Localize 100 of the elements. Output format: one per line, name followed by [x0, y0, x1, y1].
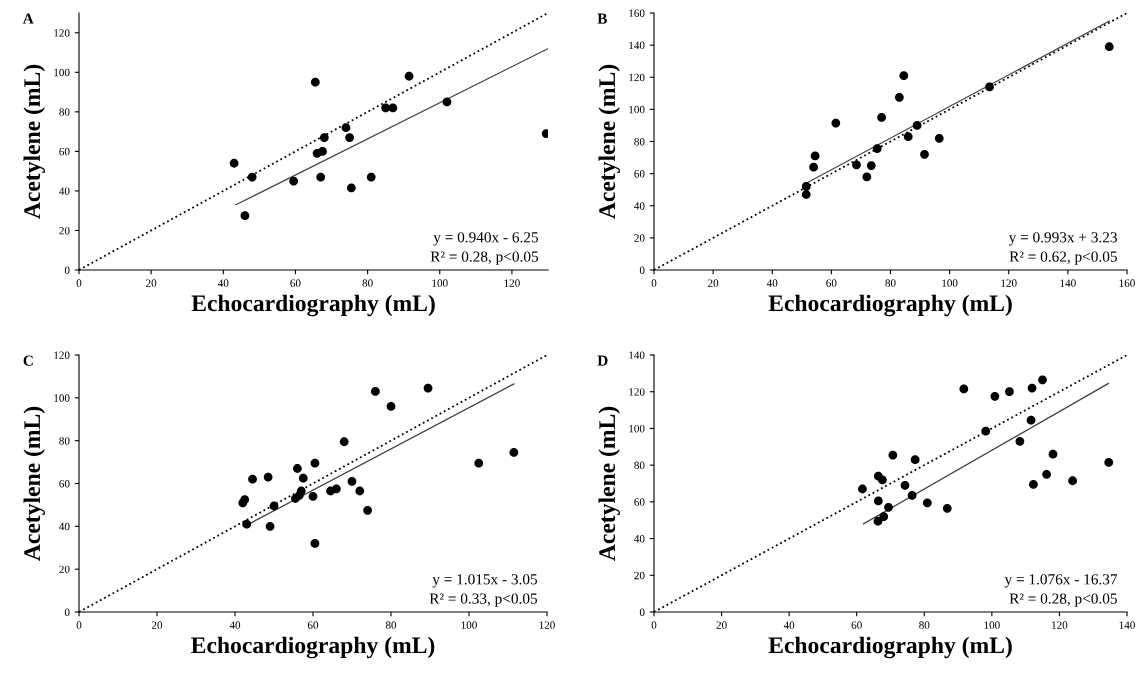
- point: [347, 476, 357, 486]
- x-tick-label: 80: [885, 279, 896, 287]
- x-axis-title: Echocardiography (mL): [191, 294, 435, 317]
- x-tick-label: 20: [716, 621, 727, 629]
- annotation: R² = 0.33, p<0.05: [429, 593, 538, 607]
- y-tick-label: 40: [634, 535, 645, 543]
- point: [831, 118, 841, 128]
- point: [265, 521, 275, 531]
- point: [1104, 42, 1114, 52]
- x-tick-label: 120: [504, 279, 520, 287]
- point: [1104, 458, 1114, 467]
- y-tick-label: 0: [64, 266, 70, 274]
- x-tick-label: 100: [942, 279, 958, 287]
- x-tick-label: 80: [385, 621, 397, 629]
- point: [298, 473, 308, 483]
- point: [289, 176, 299, 186]
- point: [910, 455, 920, 465]
- y-tick-label: 80: [634, 137, 645, 146]
- point: [263, 472, 273, 482]
- point: [339, 437, 349, 447]
- x-tick-label: 60: [851, 621, 862, 629]
- x-tick-label: 120: [1001, 279, 1017, 287]
- y-tick-label: 60: [59, 147, 70, 156]
- x-tick-label: 60: [826, 279, 837, 287]
- x-tick-label: 160: [1119, 279, 1135, 287]
- point: [366, 172, 376, 182]
- x-tick-label: 40: [766, 279, 778, 287]
- y-tick-label: 80: [634, 461, 645, 470]
- x-tick-label: 120: [539, 621, 555, 629]
- point: [920, 149, 929, 159]
- x-tick-label: 80: [919, 621, 930, 629]
- point: [1015, 436, 1025, 446]
- x-tick-label: 40: [217, 279, 229, 287]
- x-tick-label: 0: [651, 279, 657, 287]
- point: [1068, 476, 1077, 486]
- point: [894, 92, 904, 102]
- annotation: y = 0.940x - 6.25: [433, 232, 539, 246]
- point: [862, 172, 872, 182]
- chart-title: A: [22, 13, 34, 24]
- y-tick-label: 120: [54, 351, 70, 359]
- y-axis-title: Acetylene (mL): [23, 64, 45, 219]
- point: [240, 211, 250, 221]
- point: [1026, 415, 1036, 425]
- point: [959, 384, 969, 394]
- point: [240, 495, 250, 504]
- point: [858, 484, 867, 494]
- point: [878, 475, 887, 485]
- point: [310, 539, 320, 548]
- x-tick-label: 140: [1060, 279, 1076, 287]
- y-tick-label: 140: [629, 41, 645, 50]
- point: [866, 161, 876, 170]
- x-tick-label: 0: [651, 621, 657, 629]
- y-tick-label: 120: [629, 388, 645, 396]
- y-tick-label: 20: [59, 226, 70, 235]
- x-axis-title: Echocardiography (mL): [768, 294, 1012, 317]
- y-tick-label: 120: [54, 29, 70, 37]
- point: [903, 132, 913, 142]
- point: [363, 505, 372, 515]
- point: [247, 172, 257, 182]
- y-tick-label: 40: [59, 522, 70, 531]
- point: [308, 491, 318, 501]
- point: [1038, 375, 1047, 385]
- point: [985, 82, 994, 92]
- x-tick-label: 100: [432, 279, 448, 287]
- x-tick-label: 100: [461, 621, 477, 629]
- y-tick-label: 60: [59, 479, 70, 488]
- point: [810, 151, 820, 161]
- y-tick-label: 60: [634, 498, 645, 506]
- point: [912, 121, 922, 130]
- y-tick-label: 160: [629, 9, 645, 17]
- y-tick-label: 80: [59, 108, 70, 116]
- point: [316, 172, 326, 182]
- chart-title: C: [23, 355, 33, 366]
- point: [942, 503, 952, 513]
- y-tick-label: 40: [59, 187, 70, 195]
- point: [404, 71, 414, 81]
- point: [386, 402, 396, 411]
- point: [934, 133, 944, 143]
- point: [388, 103, 398, 113]
- point: [801, 190, 811, 199]
- point: [242, 519, 252, 529]
- y-tick-label: 80: [59, 437, 70, 445]
- point: [884, 502, 893, 512]
- point: [1027, 383, 1037, 393]
- point: [888, 450, 898, 460]
- point: [873, 496, 883, 506]
- point: [1005, 387, 1014, 397]
- y-axis-title: Acetylene (mL): [598, 64, 620, 219]
- point: [872, 144, 882, 154]
- point: [229, 158, 239, 168]
- chart-title: B: [597, 13, 608, 24]
- point: [248, 474, 257, 484]
- point: [899, 71, 909, 81]
- x-tick-label: 60: [290, 279, 301, 287]
- y-tick-label: 20: [59, 565, 70, 574]
- point: [801, 182, 811, 191]
- point: [296, 486, 306, 496]
- point: [809, 162, 819, 172]
- y-tick-label: 20: [634, 571, 645, 580]
- y-tick-label: 100: [629, 424, 645, 433]
